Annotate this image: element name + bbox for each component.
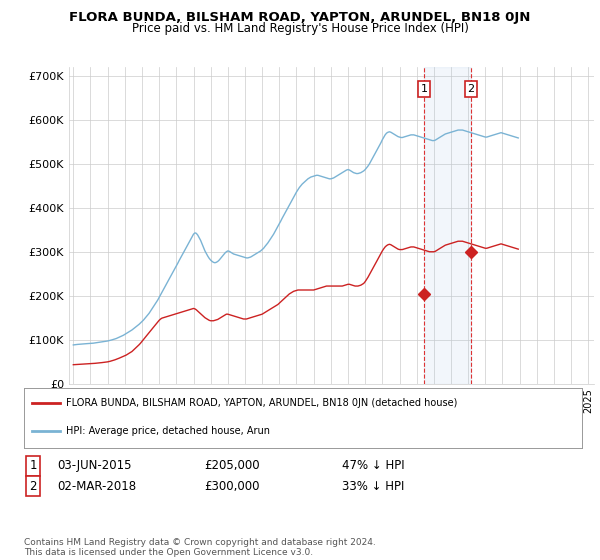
Text: FLORA BUNDA, BILSHAM ROAD, YAPTON, ARUNDEL, BN18 0JN: FLORA BUNDA, BILSHAM ROAD, YAPTON, ARUND… (70, 11, 530, 24)
Text: Contains HM Land Registry data © Crown copyright and database right 2024.
This d: Contains HM Land Registry data © Crown c… (24, 538, 376, 557)
Text: HPI: Average price, detached house, Arun: HPI: Average price, detached house, Arun (66, 426, 270, 436)
Text: 1: 1 (421, 84, 427, 94)
Text: FLORA BUNDA, BILSHAM ROAD, YAPTON, ARUNDEL, BN18 0JN (detached house): FLORA BUNDA, BILSHAM ROAD, YAPTON, ARUND… (66, 398, 457, 408)
Text: 2: 2 (467, 84, 475, 94)
Text: 03-JUN-2015: 03-JUN-2015 (57, 459, 131, 473)
Text: 02-MAR-2018: 02-MAR-2018 (57, 479, 136, 493)
Text: 2: 2 (29, 479, 37, 493)
Text: Price paid vs. HM Land Registry's House Price Index (HPI): Price paid vs. HM Land Registry's House … (131, 22, 469, 35)
Text: £300,000: £300,000 (204, 479, 260, 493)
Text: 33% ↓ HPI: 33% ↓ HPI (342, 479, 404, 493)
Text: £205,000: £205,000 (204, 459, 260, 473)
Text: 47% ↓ HPI: 47% ↓ HPI (342, 459, 404, 473)
Bar (424, 67, 471, 384)
Text: 1: 1 (29, 459, 37, 473)
